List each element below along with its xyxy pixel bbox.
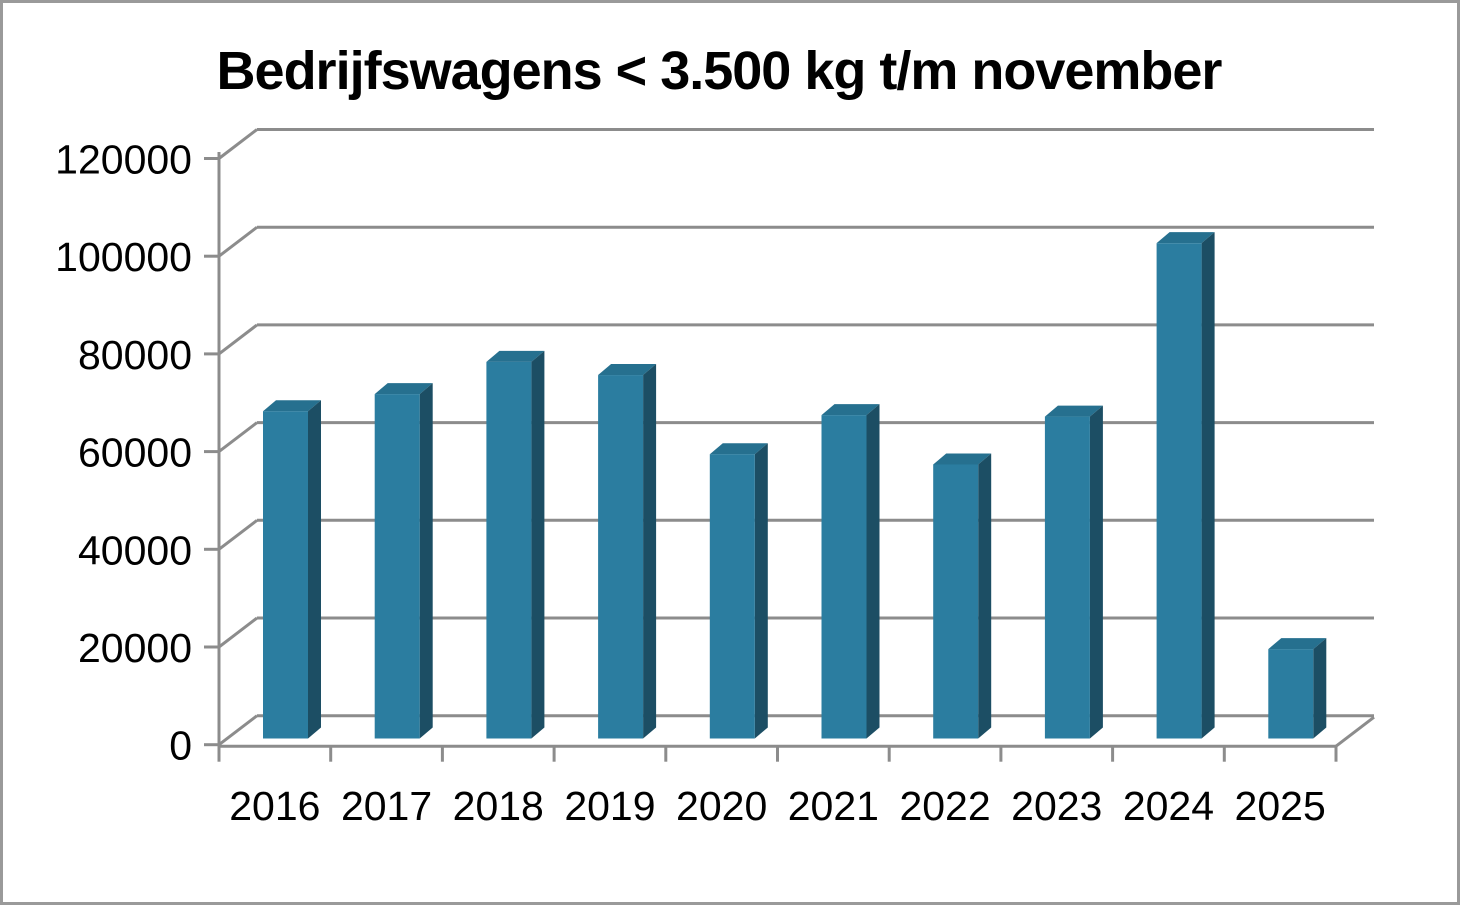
bar-side-face — [1313, 638, 1327, 739]
bar-side-face — [1089, 405, 1103, 739]
gridline-depth — [218, 421, 258, 453]
bar-side-face — [419, 383, 433, 739]
x-axis-label-2024: 2024 — [1123, 783, 1214, 829]
chart-floor — [217, 716, 1375, 762]
bar-2017 — [374, 383, 433, 739]
bar-top-face — [933, 453, 992, 465]
bar-top-face — [709, 443, 768, 455]
bar-front-face — [374, 394, 420, 739]
y-axis-label: 120000 — [55, 137, 192, 183]
gridline-depth — [218, 128, 258, 160]
bar-side-face — [866, 404, 880, 739]
bar-front-face — [1156, 243, 1202, 739]
x-axis-label-2025: 2025 — [1235, 783, 1326, 829]
chart-title: Bedrijfswagens < 3.500 kg t/m november — [217, 41, 1223, 101]
x-axis-label-2022: 2022 — [899, 783, 990, 829]
gridline-depth — [218, 323, 258, 356]
bar-side-face — [531, 350, 545, 739]
bar-top-face — [1156, 232, 1215, 244]
bar-2021 — [821, 404, 880, 739]
x-axis-label-2019: 2019 — [564, 783, 655, 829]
bar-front-face — [1268, 649, 1314, 739]
gridline-depth — [218, 616, 258, 649]
bar-front-face — [933, 464, 979, 739]
bars-group — [263, 232, 1327, 739]
x-axis-labels: 2016 2017 2018 2019 2020 2021 2022 2023 2024 2025 — [229, 783, 1326, 829]
bar-2023 — [1044, 405, 1103, 739]
bar-front-face — [821, 415, 867, 739]
x-axis-label-2018: 2018 — [453, 783, 544, 829]
bar-top-face — [598, 364, 657, 376]
gridline-depth — [218, 714, 258, 746]
bar-front-face — [263, 411, 308, 739]
x-axis-label-2020: 2020 — [676, 783, 767, 829]
bar-top-face — [263, 400, 321, 412]
bar-side-face — [1201, 232, 1215, 739]
bar-2016 — [263, 400, 321, 739]
bar-top-face — [1044, 405, 1103, 417]
y-axis-label: 60000 — [78, 430, 192, 476]
bar-front-face — [1044, 416, 1090, 739]
x-axis-label-2017: 2017 — [341, 783, 432, 829]
bar-2018 — [486, 350, 545, 739]
x-axis-label-2021: 2021 — [788, 783, 879, 829]
gridline-depth — [218, 519, 258, 551]
bar-front-face — [709, 454, 755, 739]
bar-front-face — [486, 361, 532, 739]
y-axis-label: 0 — [169, 723, 192, 769]
bar-side-face — [978, 453, 992, 739]
gridline-depth — [218, 226, 258, 258]
y-axis-labels: 0 20000 40000 60000 80000 100000 120000 — [55, 137, 192, 769]
floor-right-edge — [1335, 716, 1375, 748]
bar-side-face — [308, 400, 321, 739]
y-axis-label: 80000 — [78, 332, 192, 378]
y-axis-label: 20000 — [78, 625, 192, 671]
bar-2024 — [1156, 232, 1215, 739]
bar-top-face — [1268, 638, 1327, 650]
x-axis-label-2023: 2023 — [1011, 783, 1102, 829]
y-axis-label: 100000 — [55, 234, 192, 280]
x-axis-label-2016: 2016 — [229, 783, 320, 829]
bar-2020 — [709, 443, 768, 739]
bar-2022 — [933, 453, 992, 739]
bar-front-face — [598, 375, 644, 739]
bar-top-face — [486, 350, 545, 362]
bar-top-face — [821, 404, 880, 416]
bar-2025 — [1268, 638, 1327, 739]
bar-side-face — [754, 443, 768, 739]
y-axis-label: 40000 — [78, 527, 192, 573]
bar-2019 — [598, 364, 657, 739]
bar-top-face — [374, 383, 433, 395]
bar-side-face — [643, 364, 657, 739]
